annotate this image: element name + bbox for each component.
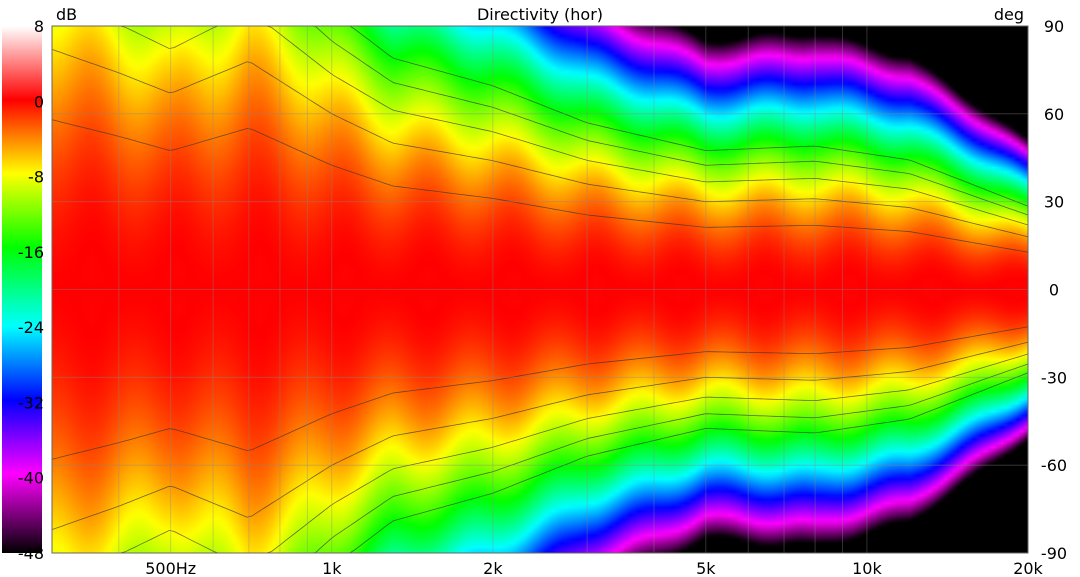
x-tick-label: 5k <box>696 559 716 577</box>
heatmap-plot <box>52 26 1028 553</box>
colorbar-tick-label: 8 <box>34 17 44 36</box>
contour-line <box>51 326 1029 460</box>
contour-line <box>51 341 1029 530</box>
colorbar <box>2 26 42 553</box>
colorbar-tick-label: 0 <box>34 92 44 111</box>
colorbar-tick-label: -32 <box>18 393 44 412</box>
x-tick-label: 2k <box>483 559 503 577</box>
colorbar-tick-label: -24 <box>18 318 44 337</box>
y-tick-label: -90 <box>1041 544 1067 563</box>
y-axis-unit-label: deg <box>994 5 1024 24</box>
contour-line <box>52 25 1029 226</box>
x-tick-label: 10k <box>852 559 882 577</box>
x-tick-label: 20k <box>1013 559 1043 577</box>
y-tick-label: -60 <box>1041 456 1067 475</box>
contour-line <box>51 119 1029 253</box>
y-tick-label: -30 <box>1041 368 1067 387</box>
colorbar-tick-label: -16 <box>18 243 44 262</box>
contour-line <box>52 353 1029 554</box>
y-tick-label: 60 <box>1044 105 1064 124</box>
colorbar-unit-label: dB <box>56 5 77 24</box>
y-tick-label: 90 <box>1044 17 1064 36</box>
x-tick-label: 1k <box>322 559 342 577</box>
colorbar-tick-label: -8 <box>28 168 44 187</box>
colorbar-tick-label: -40 <box>18 469 44 488</box>
y-tick-label: 30 <box>1044 193 1064 212</box>
y-tick-label: 0 <box>1049 281 1059 300</box>
x-tick-label: 500Hz <box>145 559 196 577</box>
plot-frame <box>51 25 1029 554</box>
chart-title: Directivity (hor) <box>477 5 603 24</box>
contour-line <box>51 49 1029 238</box>
colorbar-tick-label: -48 <box>18 544 44 563</box>
